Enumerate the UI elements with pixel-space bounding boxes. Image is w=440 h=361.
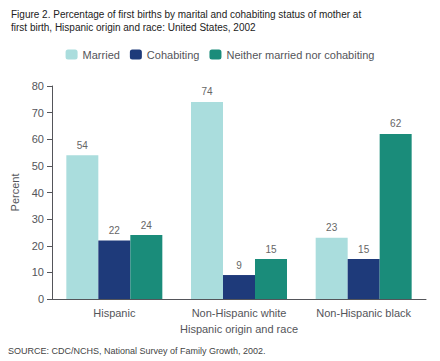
svg-text:SOURCE: CDC/NCHS, National Sur: SOURCE: CDC/NCHS, National Survey of Fam… [8,346,266,356]
svg-text:54: 54 [77,140,89,151]
svg-text:30: 30 [32,213,44,225]
svg-text:first birth, Hispanic origin a: first birth, Hispanic origin and race: U… [11,22,256,33]
svg-text:20: 20 [32,240,44,252]
svg-text:74: 74 [201,86,213,97]
svg-text:Percent: Percent [9,174,21,212]
svg-text:62: 62 [390,118,402,129]
svg-text:70: 70 [32,107,44,119]
svg-text:Hispanic origin and race: Hispanic origin and race [180,323,298,335]
svg-text:9: 9 [236,260,242,271]
svg-text:10: 10 [32,266,44,278]
svg-text:80: 80 [32,80,44,92]
svg-text:40: 40 [32,187,44,199]
svg-text:Figure 2. Percentage of first: Figure 2. Percentage of first births by … [11,9,361,20]
svg-text:22: 22 [109,225,121,236]
svg-text:Non-Hispanic white: Non-Hispanic white [192,307,287,319]
svg-text:Hispanic: Hispanic [93,307,136,319]
svg-text:0: 0 [38,293,44,305]
svg-text:15: 15 [265,244,277,255]
svg-text:Married: Married [83,49,120,61]
svg-text:24: 24 [141,220,153,231]
svg-text:Non-Hispanic black: Non-Hispanic black [316,307,411,319]
svg-text:Cohabiting: Cohabiting [147,49,200,61]
svg-text:15: 15 [358,244,370,255]
svg-text:60: 60 [32,133,44,145]
svg-text:Neither married nor cohabiting: Neither married nor cohabiting [226,49,374,61]
svg-text:23: 23 [326,222,338,233]
svg-text:50: 50 [32,160,44,172]
